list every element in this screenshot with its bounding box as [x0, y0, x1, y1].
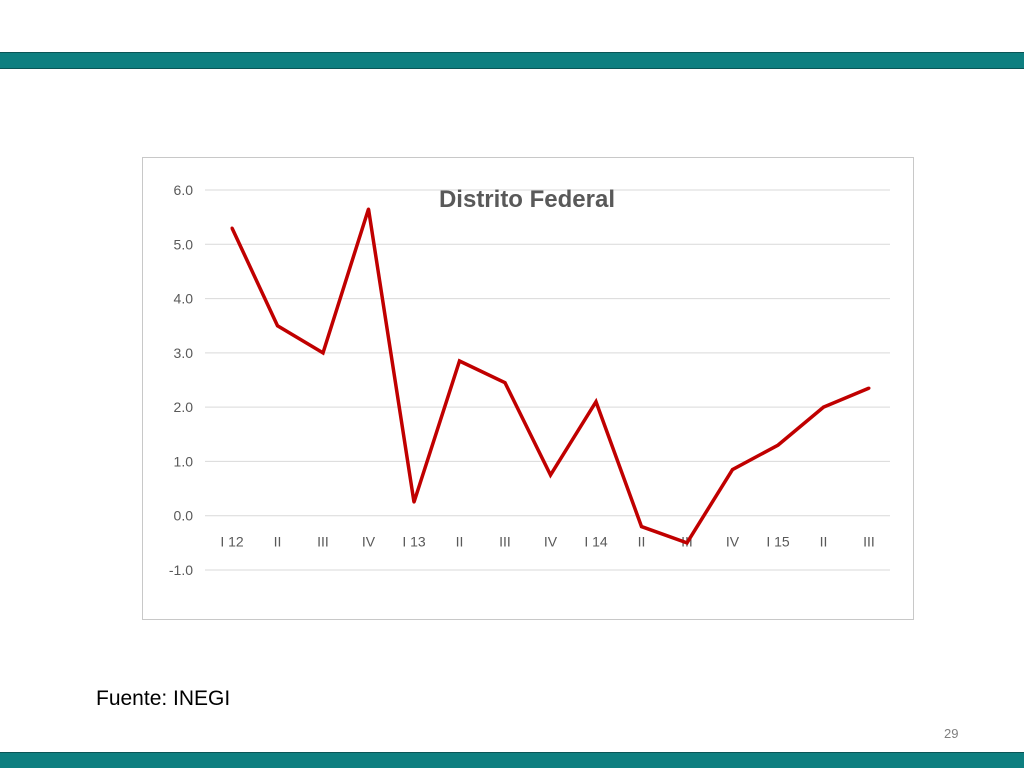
data-point — [822, 405, 825, 409]
x-tick-label: I 14 — [584, 534, 608, 550]
chart-container: 6.0 5.0 4.0 3.0 2.0 1.0 0.0 -1.0 I 12 II III IV I 13… — [142, 157, 914, 620]
series-line — [230, 208, 870, 545]
y-tick-label: 4.0 — [174, 291, 194, 307]
x-tick-label: IV — [726, 534, 740, 550]
page-number: 29 — [944, 726, 959, 741]
y-tick-label: 1.0 — [174, 453, 194, 469]
line-chart: 6.05.04.03.02.01.00.0-1.0I 12 II III IV I 13… — [169, 182, 890, 578]
x-tick-label: I 13 — [402, 534, 426, 550]
chart-title: Distrito Federal — [439, 186, 615, 213]
x-tick-label: I 15 — [766, 534, 790, 550]
x-tick-label: IV — [362, 534, 376, 550]
x-tick-label: II — [274, 534, 282, 550]
x-tick-label: III — [863, 534, 875, 550]
data-point — [594, 400, 598, 404]
y-tick-label: 6.0 — [174, 182, 194, 198]
y-tick-label: 5.0 — [174, 236, 194, 252]
bottom-accent-bar — [0, 752, 1024, 768]
data-point — [640, 525, 643, 529]
y-tick-label: -1.0 — [169, 562, 193, 578]
x-tick-label: I 12 — [220, 534, 244, 550]
top-accent-bar — [0, 52, 1024, 69]
data-point — [685, 541, 689, 545]
y-tick-label: 2.0 — [174, 399, 194, 415]
data-point — [503, 381, 507, 385]
x-tick-label: III — [317, 534, 329, 550]
data-point — [867, 386, 871, 390]
data-point — [276, 324, 279, 328]
data-point — [412, 500, 416, 504]
data-point — [458, 359, 461, 363]
x-tick-label: II — [820, 534, 828, 550]
data-point — [367, 207, 370, 211]
x-tick-label: IV — [544, 534, 558, 550]
data-point — [549, 473, 552, 477]
x-tick-label: III — [499, 534, 511, 550]
x-tick-label: II — [456, 534, 464, 550]
x-tick-label: II — [638, 534, 646, 550]
data-point — [731, 468, 734, 472]
y-tick-label: 0.0 — [174, 508, 194, 524]
data-point — [321, 351, 325, 355]
data-point — [230, 226, 234, 230]
data-point — [776, 443, 780, 447]
source-note: Fuente: INEGI — [96, 687, 231, 710]
y-tick-label: 3.0 — [174, 345, 194, 361]
